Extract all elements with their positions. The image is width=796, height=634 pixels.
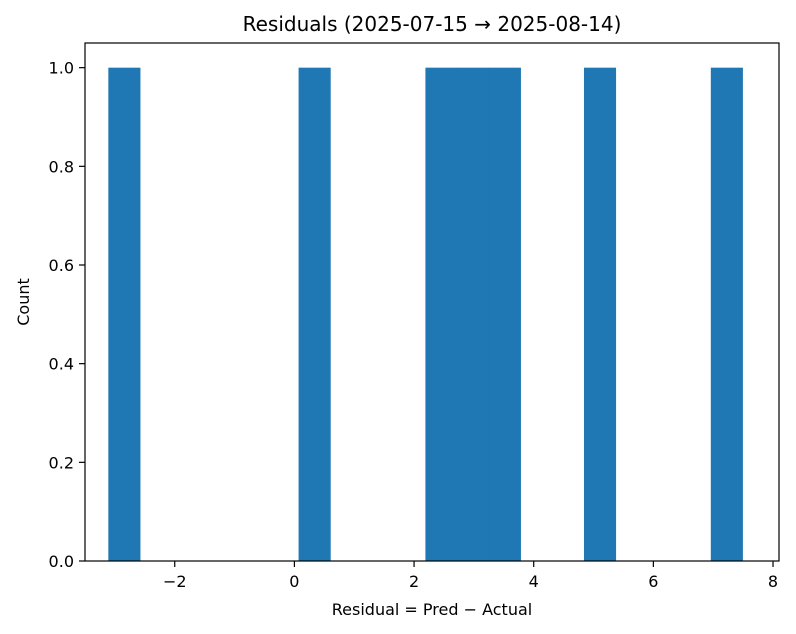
x-tick-label: 4 <box>529 572 539 591</box>
histogram-bars <box>108 67 743 562</box>
chart-title: Residuals (2025-07-15 → 2025-08-14) <box>243 12 622 36</box>
x-axis-title: Residual = Pred − Actual <box>332 600 532 619</box>
histogram-bar <box>710 67 743 562</box>
y-tick-label: 0.0 <box>49 552 74 571</box>
plot-frame <box>84 42 780 562</box>
x-tick-label: 8 <box>768 572 778 591</box>
y-tick-label: 0.2 <box>49 453 74 472</box>
y-tick-label: 0.8 <box>49 157 74 176</box>
x-tick-label: 0 <box>289 572 299 591</box>
x-tick-label: 6 <box>648 572 658 591</box>
x-axis-ticks: −2 0 2 4 6 8 <box>163 561 778 591</box>
x-tick-label: 2 <box>409 572 419 591</box>
histogram-bar <box>488 67 521 562</box>
y-tick-label: 0.6 <box>49 256 74 275</box>
y-axis-ticks: 0.0 0.2 0.4 0.6 0.8 1.0 <box>49 59 85 571</box>
y-tick-label: 1.0 <box>49 59 74 78</box>
x-tick-label: −2 <box>163 572 187 591</box>
histogram-bar <box>583 67 617 562</box>
histogram-bar <box>457 67 490 562</box>
y-axis-title: Count <box>14 278 33 326</box>
histogram-bar <box>425 67 458 562</box>
y-tick-label: 0.4 <box>49 355 74 374</box>
histogram-bar <box>298 67 331 562</box>
histogram-bar <box>108 67 141 562</box>
